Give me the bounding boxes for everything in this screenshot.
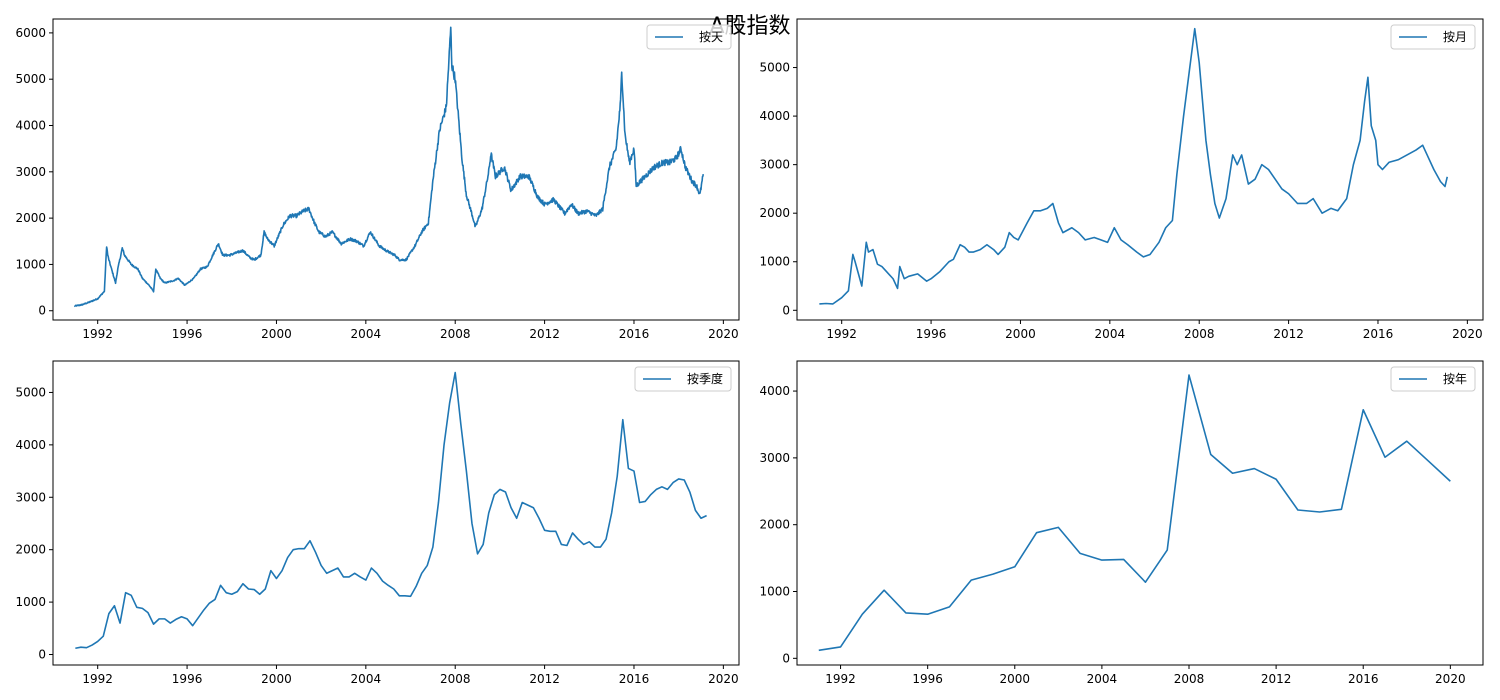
y-tick-label: 2000 [759, 206, 790, 220]
series-line [75, 371, 707, 650]
legend-label: 按季度 [687, 371, 723, 386]
x-tick-label: 2000 [1000, 672, 1031, 686]
x-tick-label: 2020 [1452, 327, 1483, 341]
legend-label: 按月 [1443, 30, 1467, 44]
x-tick-label: 2008 [440, 327, 471, 341]
y-tick-label: 3000 [15, 490, 46, 504]
x-tick-label: 2008 [1174, 672, 1205, 686]
x-tick-label: 2000 [1005, 327, 1036, 341]
y-tick-label: 0 [782, 651, 790, 665]
x-tick-label: 2008 [440, 672, 471, 686]
x-tick-label: 2004 [351, 327, 382, 341]
y-tick-label: 0 [38, 304, 46, 318]
x-tick-label: 2008 [1184, 327, 1215, 341]
y-tick-label: 3000 [15, 165, 46, 179]
y-tick-label: 0 [38, 648, 46, 662]
y-tick-label: 0 [782, 303, 790, 317]
y-tick-label: 1000 [15, 595, 46, 609]
x-tick-label: 2000 [261, 327, 292, 341]
series-line [819, 27, 1449, 305]
x-tick-label: 2020 [708, 672, 739, 686]
x-tick-label: 2004 [1095, 327, 1126, 341]
y-tick-label: 4000 [759, 109, 790, 123]
x-tick-label: 2016 [619, 327, 650, 341]
y-tick-label: 5000 [759, 61, 790, 75]
x-tick-label: 2020 [708, 327, 739, 341]
y-tick-label: 3000 [759, 451, 790, 465]
legend-box [646, 24, 732, 50]
x-tick-label: 2020 [1435, 672, 1466, 686]
subplot-4: 1992 1996 2000 2004 2008 2012 2016 2020 0 1000 200… [759, 360, 1484, 686]
y-tick-label: 5000 [15, 385, 46, 399]
axes-frame [796, 18, 1484, 321]
legend-label: 按天 [699, 30, 723, 44]
y-tick-label: 2000 [15, 543, 46, 557]
y-tick-label: 5000 [15, 72, 46, 86]
axes-frame [52, 18, 740, 321]
legend-box [1390, 24, 1476, 50]
y-tick-label: 6000 [15, 26, 46, 40]
subplot-3: 1992 1996 2000 2004 2008 2012 2016 2020 0 1000 200… [15, 360, 740, 686]
y-tick-label: 1000 [759, 255, 790, 269]
legend-label: 按年 [1443, 372, 1467, 386]
x-tick-label: 1992 [82, 672, 113, 686]
x-tick-label: 1992 [82, 327, 113, 341]
x-tick-label: 2016 [619, 672, 650, 686]
axes-frame [52, 360, 740, 666]
x-tick-label: 1996 [912, 672, 943, 686]
y-tick-label: 4000 [759, 384, 790, 398]
legend-box [1390, 366, 1476, 392]
x-tick-label: 1996 [172, 672, 203, 686]
x-tick-label: 1992 [825, 672, 856, 686]
x-tick-label: 2000 [261, 672, 292, 686]
x-tick-label: 2012 [1273, 327, 1304, 341]
x-tick-label: 2016 [1363, 327, 1394, 341]
x-tick-label: 1992 [826, 327, 857, 341]
y-tick-label: 4000 [15, 119, 46, 133]
series-line [73, 26, 705, 308]
x-tick-label: 2012 [1261, 672, 1292, 686]
x-tick-label: 1996 [172, 327, 203, 341]
series-line [818, 374, 1451, 652]
y-tick-label: 3000 [759, 158, 790, 172]
legend-box [634, 366, 732, 392]
x-tick-label: 2004 [351, 672, 382, 686]
subplot-1: 1992 1996 2000 2004 2008 2012 2016 2020 0 1000 200… [15, 18, 740, 341]
subplot-2: 1992 1996 2000 2004 2008 2012 2016 2020 0 1000 200… [759, 18, 1484, 341]
y-tick-label: 2000 [759, 518, 790, 532]
y-tick-label: 4000 [15, 438, 46, 452]
y-tick-label: 1000 [759, 585, 790, 599]
y-tick-label: 2000 [15, 211, 46, 225]
x-tick-label: 2004 [1087, 672, 1118, 686]
x-tick-label: 1996 [916, 327, 947, 341]
y-tick-label: 1000 [15, 257, 46, 271]
x-tick-label: 2012 [529, 672, 560, 686]
x-tick-label: 2012 [529, 327, 560, 341]
axes-frame [796, 360, 1484, 666]
x-tick-label: 2016 [1348, 672, 1379, 686]
